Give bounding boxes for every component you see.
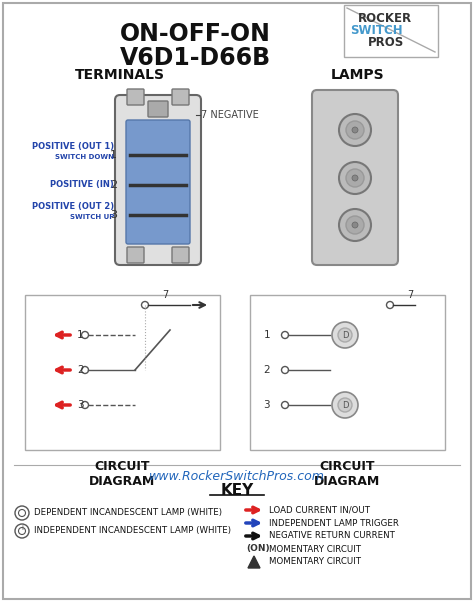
Text: CIRCUIT
DIAGRAM: CIRCUIT DIAGRAM xyxy=(314,460,381,488)
Text: 1: 1 xyxy=(77,330,83,340)
Circle shape xyxy=(339,162,371,194)
Circle shape xyxy=(346,169,364,187)
Text: i: i xyxy=(21,525,23,531)
FancyBboxPatch shape xyxy=(250,295,445,450)
Text: 1: 1 xyxy=(264,330,270,340)
Text: 7: 7 xyxy=(162,290,168,300)
Text: ROCKER: ROCKER xyxy=(358,12,412,25)
FancyBboxPatch shape xyxy=(126,120,190,244)
FancyBboxPatch shape xyxy=(127,247,144,263)
Text: PROS: PROS xyxy=(368,36,404,49)
Text: 7: 7 xyxy=(407,290,413,300)
Text: INDEPENDENT LAMP TRIGGER: INDEPENDENT LAMP TRIGGER xyxy=(269,518,399,527)
Text: POSITIVE (OUT 2): POSITIVE (OUT 2) xyxy=(32,202,114,211)
Circle shape xyxy=(332,322,358,348)
FancyBboxPatch shape xyxy=(172,247,189,263)
FancyBboxPatch shape xyxy=(172,89,189,105)
FancyBboxPatch shape xyxy=(127,89,144,105)
Circle shape xyxy=(332,392,358,418)
Circle shape xyxy=(338,328,352,342)
Circle shape xyxy=(386,302,393,308)
Text: POSITIVE (IN): POSITIVE (IN) xyxy=(50,181,114,190)
Text: SWITCH UP: SWITCH UP xyxy=(70,214,114,220)
Circle shape xyxy=(82,367,89,373)
Text: D: D xyxy=(342,330,348,340)
FancyBboxPatch shape xyxy=(115,95,201,265)
Text: 3: 3 xyxy=(264,400,270,410)
Circle shape xyxy=(339,114,371,146)
FancyBboxPatch shape xyxy=(312,90,398,265)
Polygon shape xyxy=(248,556,260,568)
Text: LAMPS: LAMPS xyxy=(331,68,385,82)
Text: (ON): (ON) xyxy=(246,544,270,553)
Text: POSITIVE (OUT 1): POSITIVE (OUT 1) xyxy=(32,142,114,151)
Circle shape xyxy=(282,332,289,338)
Text: 2: 2 xyxy=(110,180,117,190)
Circle shape xyxy=(346,216,364,234)
Text: www.RockerSwitchPros.com: www.RockerSwitchPros.com xyxy=(149,470,325,483)
Text: D: D xyxy=(342,400,348,409)
Text: ON-OFF-ON: ON-OFF-ON xyxy=(119,22,271,46)
FancyBboxPatch shape xyxy=(25,295,220,450)
Text: MOMENTARY CIRCUIT: MOMENTARY CIRCUIT xyxy=(269,544,361,553)
Circle shape xyxy=(352,222,358,228)
Text: LOAD CURRENT IN/OUT: LOAD CURRENT IN/OUT xyxy=(269,506,370,515)
Text: 2: 2 xyxy=(264,365,270,375)
Text: SWITCH DOWN: SWITCH DOWN xyxy=(55,154,114,160)
Text: 2: 2 xyxy=(77,365,83,375)
Text: MOMENTARY CIRCUIT: MOMENTARY CIRCUIT xyxy=(269,557,361,566)
Text: TERMINALS: TERMINALS xyxy=(75,68,165,82)
Text: DEPENDENT INCANDESCENT LAMP (WHITE): DEPENDENT INCANDESCENT LAMP (WHITE) xyxy=(34,509,222,518)
Circle shape xyxy=(82,332,89,338)
Text: NEGATIVE RETURN CURRENT: NEGATIVE RETURN CURRENT xyxy=(269,532,395,541)
Text: 3: 3 xyxy=(77,400,83,410)
Circle shape xyxy=(352,175,358,181)
Text: 1: 1 xyxy=(110,150,117,160)
FancyBboxPatch shape xyxy=(148,101,168,117)
Circle shape xyxy=(338,398,352,412)
Text: CIRCUIT
DIAGRAM: CIRCUIT DIAGRAM xyxy=(90,460,155,488)
Circle shape xyxy=(82,402,89,409)
FancyBboxPatch shape xyxy=(3,3,471,599)
Text: KEY: KEY xyxy=(220,483,254,498)
Circle shape xyxy=(282,367,289,373)
Text: INDEPENDENT INCANDESCENT LAMP (WHITE): INDEPENDENT INCANDESCENT LAMP (WHITE) xyxy=(34,527,231,536)
Circle shape xyxy=(352,127,358,133)
Circle shape xyxy=(142,302,148,308)
Circle shape xyxy=(282,402,289,409)
Text: V6D1-D66B: V6D1-D66B xyxy=(119,46,271,70)
Text: SWITCH: SWITCH xyxy=(350,24,402,37)
Text: 3: 3 xyxy=(110,210,117,220)
Circle shape xyxy=(339,209,371,241)
Circle shape xyxy=(346,121,364,139)
Text: 7 NEGATIVE: 7 NEGATIVE xyxy=(201,110,259,120)
